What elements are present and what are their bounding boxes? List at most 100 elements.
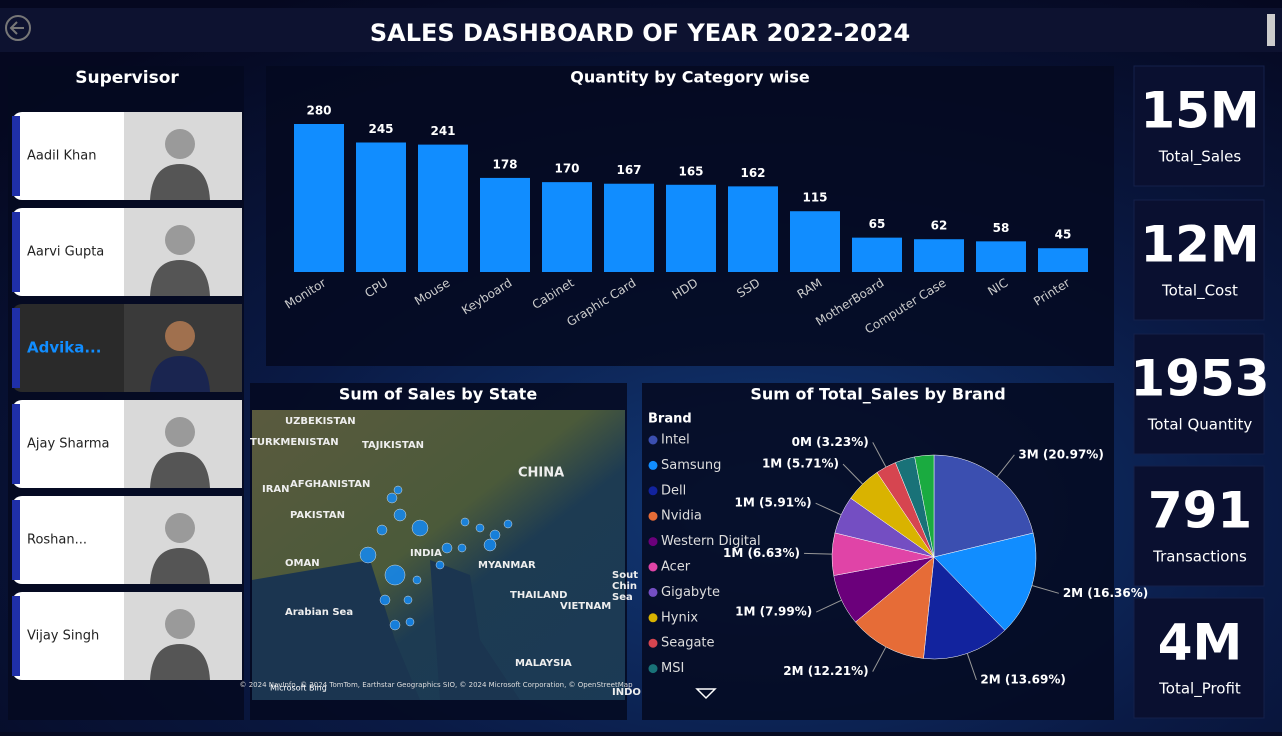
leader-line [815, 502, 842, 516]
scrollbar[interactable] [1267, 14, 1275, 46]
map-place: Chin [612, 581, 637, 592]
legend-label: Gigabyte [661, 585, 720, 600]
leader-line [966, 653, 977, 681]
map-place: OMAN [285, 558, 320, 569]
kpi-card [1133, 597, 1265, 719]
leader-line [872, 442, 887, 468]
map-place: CHINA [518, 466, 564, 481]
map-place: UZBEKISTAN [285, 416, 356, 427]
photo-body [150, 356, 210, 392]
data-label: 178 [492, 157, 517, 171]
supervisor-name: Vijay Singh [27, 629, 99, 644]
kpi-value: 1953 [1130, 350, 1269, 408]
data-label: 1M (5.71%) [762, 457, 839, 471]
data-label: 162 [740, 166, 765, 180]
legend-label: Samsung [661, 458, 721, 473]
kpi-label: Total_Sales [1158, 148, 1242, 167]
legend-label: Dell [661, 483, 686, 498]
map-bubble [389, 619, 401, 631]
map-bubble [441, 542, 453, 554]
photo-body [150, 164, 210, 200]
pie-slice[interactable] [914, 454, 935, 558]
kpi-label: Total_Cost [1161, 282, 1238, 301]
photo-head [165, 225, 195, 255]
legend-marker [648, 638, 658, 648]
map-bubble [489, 529, 501, 541]
map-bubble [393, 508, 407, 522]
pie-slice[interactable] [933, 532, 1037, 631]
supervisor-name: Roshan... [27, 533, 87, 548]
map-place: AFGHANISTAN [290, 479, 370, 490]
legend-marker [648, 537, 658, 547]
map-title: Sum of Sales by State [339, 385, 538, 404]
map-bubble [457, 543, 467, 553]
data-label: 1M (5.91%) [735, 496, 812, 510]
data-label: 1M (6.63%) [723, 546, 800, 560]
legend-title: Brand [648, 412, 692, 427]
kpi-card [1133, 65, 1265, 187]
legend-label: Seagate [661, 636, 715, 651]
bar [418, 144, 468, 272]
bar [728, 186, 778, 272]
photo-body [150, 260, 210, 296]
data-label: 45 [1055, 228, 1072, 242]
legend-label: Hynix [661, 610, 698, 625]
map-place: Sout [612, 570, 638, 581]
kpi-card [1133, 465, 1265, 587]
kpi-card [1133, 333, 1265, 455]
data-label: 241 [430, 124, 455, 138]
data-label: 170 [554, 162, 579, 176]
map-bubble [503, 519, 513, 529]
card-accent [12, 596, 20, 676]
map-bubble [384, 564, 406, 586]
pie-slice[interactable] [855, 556, 935, 659]
bar [666, 184, 716, 272]
bar [914, 239, 964, 272]
kpi-value: 12M [1140, 216, 1259, 274]
map-place: INDIA [410, 548, 442, 559]
data-label: 0M (3.23%) [792, 435, 869, 449]
legend-scroll[interactable] [695, 688, 717, 700]
supervisor-name: Ajay Sharma [27, 437, 110, 452]
chart-title: Sum of Total_Sales by Brand [750, 385, 1005, 404]
back-button[interactable] [5, 15, 31, 41]
map-bubble [393, 485, 403, 495]
data-label: 2M (13.69%) [980, 672, 1065, 686]
back-arrow [9, 21, 24, 35]
legend-label: Western Digital [661, 534, 761, 549]
photo-head [165, 609, 195, 639]
map-place: IRAN [262, 484, 290, 495]
pie-slice[interactable] [923, 556, 1006, 660]
kpi-value: 15M [1140, 82, 1259, 140]
card-accent [12, 404, 20, 484]
card-accent [12, 212, 20, 292]
data-label: 58 [993, 221, 1010, 235]
photo-body [150, 548, 210, 584]
bar [604, 183, 654, 272]
legend-marker [648, 587, 658, 597]
legend-label: Nvidia [661, 509, 702, 524]
legend-marker [648, 664, 658, 674]
map-place: MYANMAR [478, 560, 536, 571]
photo-head [165, 513, 195, 543]
data-label: 167 [616, 163, 641, 177]
map-bubble [460, 517, 470, 527]
map-provider: Microsoft Bing [270, 684, 327, 693]
bar [1038, 248, 1088, 272]
leader-line [996, 454, 1015, 478]
supervisor-name: Aadil Khan [27, 149, 96, 164]
map-place: VIETNAM [560, 601, 611, 612]
legend-marker [648, 613, 658, 623]
bar [356, 142, 406, 272]
map-place: MALAYSIA [515, 658, 572, 669]
data-label: 280 [306, 104, 331, 118]
map-sea [252, 560, 420, 700]
map-bubble [379, 594, 391, 606]
legend-marker [648, 486, 658, 496]
card-accent [12, 308, 20, 388]
photo-head [165, 417, 195, 447]
leader-line [1031, 585, 1059, 594]
pie-slice[interactable] [933, 454, 1034, 558]
